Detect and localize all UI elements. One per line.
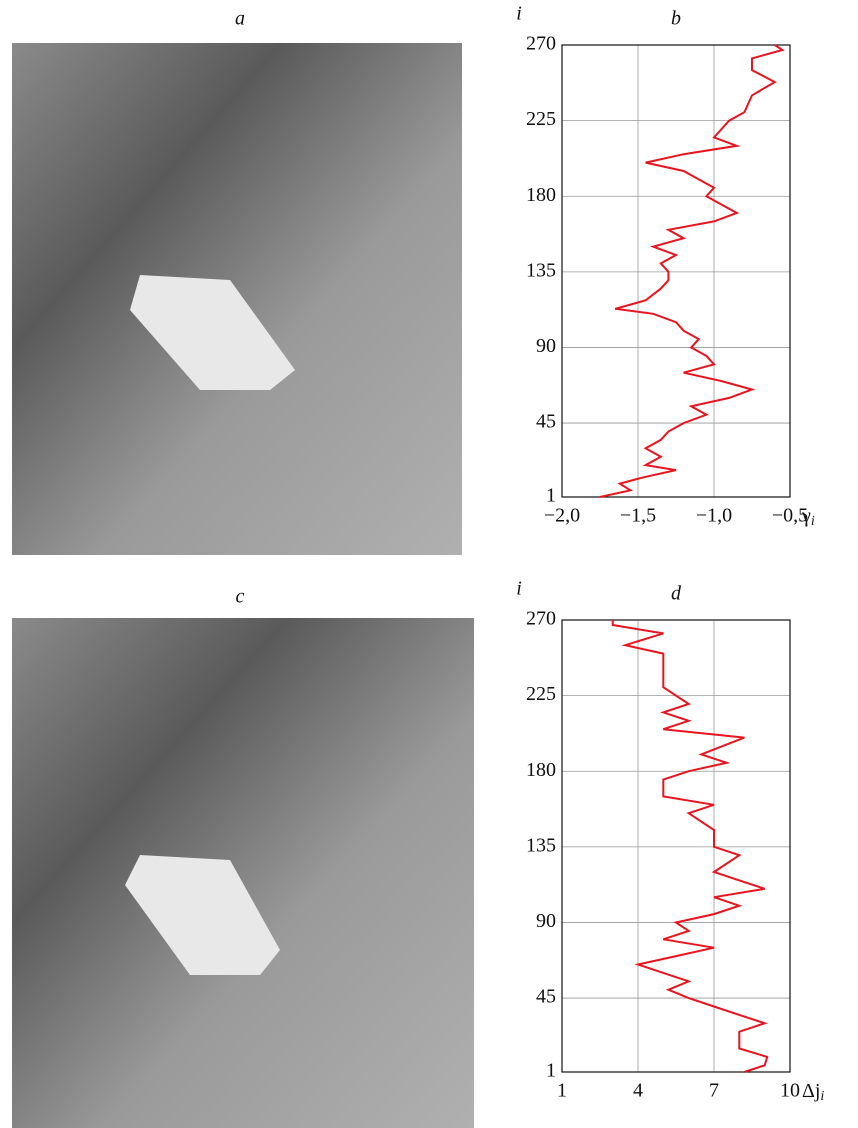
- y-tick-label: 225: [526, 683, 556, 705]
- y-tick-label: 45: [536, 986, 556, 1008]
- x-tick-label: 10: [780, 1080, 800, 1102]
- panel-label: a: [235, 8, 245, 30]
- x-axis-label-sub: i: [820, 1089, 824, 1104]
- x-tick-label: −2,0: [544, 505, 580, 527]
- data-line: [600, 45, 782, 497]
- data-line: [613, 620, 768, 1072]
- y-tick-label: 270: [526, 33, 556, 55]
- y-tick-label: 45: [536, 411, 556, 433]
- x-axis-label-base: Δj: [802, 1080, 820, 1102]
- x-axis-label: Δji: [802, 1080, 824, 1105]
- panel-label: c: [236, 586, 245, 608]
- x-axis-label-base: γ: [801, 505, 811, 527]
- y-tick-label: 1: [546, 1060, 556, 1082]
- y-tick-label: 135: [526, 834, 556, 856]
- x-tick-label: −1,0: [696, 505, 732, 527]
- y-tick-label: 180: [526, 759, 556, 781]
- chart-title: d: [671, 583, 682, 605]
- y-tick-label: 180: [526, 184, 556, 206]
- x-tick-label: 4: [633, 1080, 643, 1102]
- x-tick-label: 1: [557, 1080, 567, 1102]
- x-axis-label: γi: [801, 505, 815, 530]
- chart-title: b: [671, 8, 681, 30]
- figure: a c bi14590135180225270−2,0−1,5−1,0−0,5γ…: [0, 0, 858, 1128]
- x-tick-label: −1,5: [620, 505, 656, 527]
- y-tick-label: 90: [536, 910, 556, 932]
- y-tick-label: 270: [526, 608, 556, 630]
- y-tick-label: 1: [546, 485, 556, 507]
- x-tick-label: 7: [709, 1080, 719, 1102]
- plot-frame: [562, 45, 790, 497]
- plot-frame: [562, 620, 790, 1072]
- y-axis-label: i: [516, 578, 522, 600]
- y-tick-label: 225: [526, 108, 556, 130]
- page: a c bi14590135180225270−2,0−1,5−1,0−0,5γ…: [0, 0, 858, 1128]
- y-axis-label: i: [516, 3, 522, 25]
- y-tick-label: 135: [526, 259, 556, 281]
- photo: [12, 618, 474, 1128]
- y-tick-label: 90: [536, 335, 556, 357]
- x-axis-label-sub: i: [811, 514, 815, 529]
